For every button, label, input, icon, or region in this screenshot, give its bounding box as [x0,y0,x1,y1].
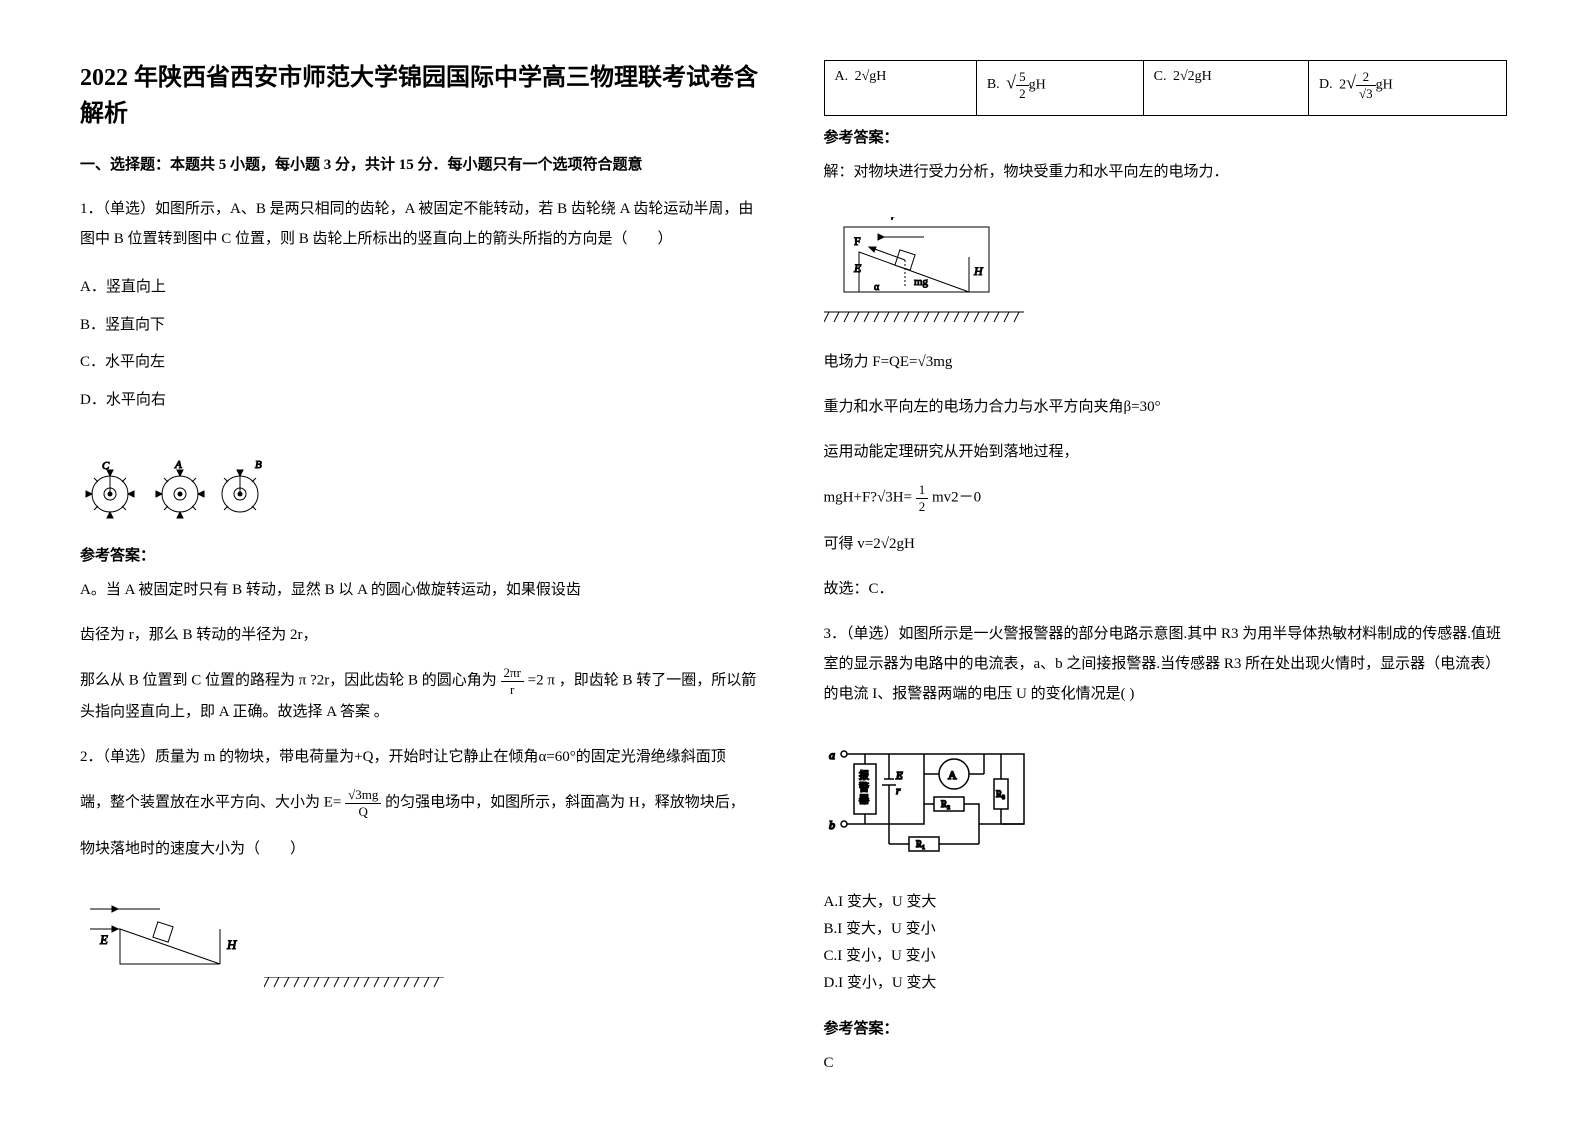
svg-text:r: r [896,785,901,797]
question-3-options: A.I 变大，U 变大 B.I 变大，U 变小 C.I 变小，U 变小 D.I … [824,889,1508,997]
q1-option-c: C．水平向左 [80,344,764,382]
svg-text:器: 器 [859,794,869,806]
incline-diagram-1: E H [80,889,260,979]
q2-cell-d: D. 2√ 2 √3 gH [1308,61,1506,116]
question-2-text1: 2．（单选）质量为 m 的物块，带电荷量为+Q，开始时让它静止在倾角α=60°的… [80,742,764,772]
right-column: A. 2√gH B. √ 5 2 gH C. 2√2gH D. 2√ 2 √3 … [794,60,1538,1062]
svg-text:a: a [829,748,835,762]
answer-3-header: 参考答案： [824,1017,1508,1038]
answer-1-line2: 齿径为 r，那么 B 转动的半径为 2r， [80,620,764,650]
answer-2-line1: 解：对物块进行受力分析，物块受重力和水平向左的电场力． [824,157,1508,187]
answer-2-header: 参考答案： [824,126,1508,147]
svg-text:mg: mg [914,276,929,288]
question-1-options: A．竖直向上 B．竖直向下 C．水平向左 D．水平向右 [80,269,764,419]
q2-d-frac: 2 √3 [1356,69,1376,101]
svg-text:A: A [948,768,957,782]
answer-2-line2: 电场力 F=QE=√3mg [824,347,1508,377]
ans1-line3a: 那么从 B 位置到 C 位置的路程为 π ?2r，因此齿轮 B 的圆心角为 [80,673,497,689]
gear-diagram: C A B [80,454,280,524]
section-1-header: 一、选择题：本题共 5 小题，每小题 3 分，共计 15 分．每小题只有一个选项… [80,152,764,179]
exam-title: 2022 年陕西省西安市师范大学锦园国际中学高三物理联考试卷含解析 [80,60,764,132]
answer-3-text: C [824,1048,1508,1078]
force-diagram: F mg H E β α [824,217,1024,327]
q2-cell-c: C. 2√2gH [1143,61,1308,116]
q2-text2a: 端，整个装置放在水平方向、大小为 E= [80,795,341,811]
circuit-diagram: a b 报 警 器 E r A R₃ [824,739,1034,869]
question-3-text: 3．（单选）如图所示是一火警报警器的部分电路示意图.其中 R3 为用半导体热敏材… [824,619,1508,709]
question-2-text3: 物块落地时的速度大小为（ ） [80,834,764,864]
ans2-f1-frac: 1 2 [916,482,929,514]
ans2-f1b: mv2－0 [932,490,981,506]
q1-option-d: D．水平向右 [80,382,764,420]
q2-text2b: 的匀强电场中，如图所示，斜面高为 H，释放物块后， [385,795,745,811]
svg-text:E: E [895,770,903,782]
q2-f-num: √3mg [345,787,381,804]
q3-option-d: D.I 变小，U 变大 [824,970,1508,997]
q2-d-den: √3 [1356,86,1376,102]
q2-b-suffix: gH [1029,77,1046,92]
answer-1-line3: 那么从 B 位置到 C 位置的路程为 π ?2r，因此齿轮 B 的圆心角为 2π… [80,665,764,727]
svg-text:β: β [891,217,896,220]
q2-d-suffix: gH [1376,77,1393,92]
q2-d-label: D. [1319,77,1333,92]
answer-2-line3: 重力和水平向左的电场力合力与水平方向夹角β=30° [824,392,1508,422]
svg-text:警: 警 [859,781,869,794]
svg-text:R₂: R₂ [941,799,950,809]
q2-options-table: A. 2√gH B. √ 5 2 gH C. 2√2gH D. 2√ 2 √3 … [824,60,1508,116]
ans1-f1-den: r [501,682,524,698]
ans2-f1-num: 1 [916,482,929,499]
q2-c-val: 2√2gH [1173,69,1212,84]
svg-text:A: A [174,459,182,471]
q2-cell-b: B. √ 5 2 gH [976,61,1143,116]
q2-d-num: 2 [1356,69,1376,86]
q2-f-den: Q [345,804,381,820]
q2-b-frac: 5 2 [1016,69,1029,101]
left-column: 2022 年陕西省西安市师范大学锦园国际中学高三物理联考试卷含解析 一、选择题：… [50,60,794,1062]
q2-a-val: 2√gH [855,69,887,84]
ans2-f1a: mgH+F?√3H= [824,490,912,506]
q3-option-a: A.I 变大，U 变大 [824,889,1508,916]
q1-option-a: A．竖直向上 [80,269,764,307]
svg-text:F: F [854,234,861,248]
answer-2-line4: 运用动能定理研究从开始到落地过程， [824,437,1508,467]
question-1-text: 1．（单选）如图所示，A、B 是两只相同的齿轮，A 被固定不能转动，若 B 齿轮… [80,194,764,254]
ans2-f1-den: 2 [916,499,929,515]
svg-text:报: 报 [859,769,869,782]
q2-formula: √3mg Q [345,787,381,819]
svg-text:H: H [973,264,984,278]
q3-option-b: B.I 变大，U 变小 [824,916,1508,943]
question-2-text2: 端，整个装置放在水平方向、大小为 E= √3mg Q 的匀强电场中，如图所示，斜… [80,787,764,819]
svg-text:B: B [255,459,262,471]
svg-text:C: C [102,460,110,472]
q2-b-num: 5 [1016,69,1029,86]
ans1-formula1: 2πr r [501,665,524,697]
svg-text:E: E [99,932,108,947]
svg-text:α: α [874,282,880,293]
svg-text:R₁: R₁ [916,839,925,849]
svg-text:b: b [829,818,835,832]
ans1-f1-num: 2πr [501,665,524,682]
q2-c-label: C. [1154,69,1167,84]
q1-option-b: B．竖直向下 [80,307,764,345]
answer-2-line6: 故选：C． [824,574,1508,604]
answer-2-formula: mgH+F?√3H= 1 2 mv2－0 [824,482,1508,514]
q2-cell-a: A. 2√gH [824,61,976,116]
q3-option-c: C.I 变小，U 变小 [824,943,1508,970]
svg-text:H: H [226,937,237,952]
q2-b-label: B. [987,77,1000,92]
answer-2-line5: 可得 v=2√2gH [824,529,1508,559]
svg-text:E: E [853,261,862,275]
ground-hatching-1 [264,977,444,989]
q2-b-den: 2 [1016,86,1029,102]
q2-a-label: A. [835,69,849,84]
answer-1-header: 参考答案： [80,544,764,565]
answer-1-line1: A。当 A 被固定时只有 B 转动，显然 B 以 A 的圆心做旋转运动，如果假设… [80,575,764,605]
svg-text:R₃: R₃ [996,789,1005,799]
